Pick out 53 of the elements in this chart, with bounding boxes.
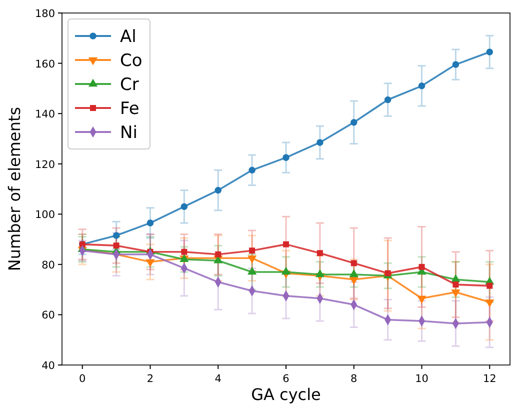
y-tick-label: 100 [34,209,55,222]
point [452,61,460,68]
y-tick-label: 60 [42,310,55,322]
x-axis-title: GA cycle [251,385,321,404]
point [486,48,494,56]
y-tick-label: 80 [42,259,55,272]
point [283,241,289,248]
point [316,139,324,146]
point [451,289,460,298]
point [350,260,357,266]
x-tick-label: 2 [146,373,154,385]
point [418,82,426,90]
y-tick-label: 140 [34,108,55,121]
x-tick-label: 10 [415,373,428,385]
point [146,220,154,226]
legend-label: Ni [120,123,138,143]
point [215,251,222,258]
x-tick-label: 12 [482,373,496,385]
point [113,242,120,249]
x-tick-label: 6 [282,373,290,385]
point [282,154,290,161]
point [181,248,188,255]
point [349,276,358,285]
y-tick-label: 180 [34,8,55,20]
point [180,203,188,210]
point [384,96,392,104]
y-tick-label: 40 [42,360,55,372]
legend-label: Al [120,27,136,47]
point [350,118,358,126]
legend-label: Cr [120,75,139,95]
point [248,166,256,174]
y-tick-label: 120 [34,158,55,171]
point [214,186,222,194]
legend-label: Co [120,51,142,71]
point [417,296,426,304]
point [249,248,256,254]
point [146,259,155,268]
point [248,266,257,275]
point [349,269,358,278]
point [248,256,257,264]
point [486,282,493,289]
point [452,282,459,288]
y-tick-label: 160 [34,58,55,70]
y-axis-title: Number of elements [5,106,24,272]
point [112,232,120,239]
point [485,300,494,308]
point [316,250,323,256]
x-tick-label: 8 [350,373,358,385]
x-tick-label: 0 [79,373,86,385]
x-tick-label: 4 [214,373,222,385]
point [315,269,324,278]
legend-label: Fe [120,99,140,119]
point [418,264,425,270]
